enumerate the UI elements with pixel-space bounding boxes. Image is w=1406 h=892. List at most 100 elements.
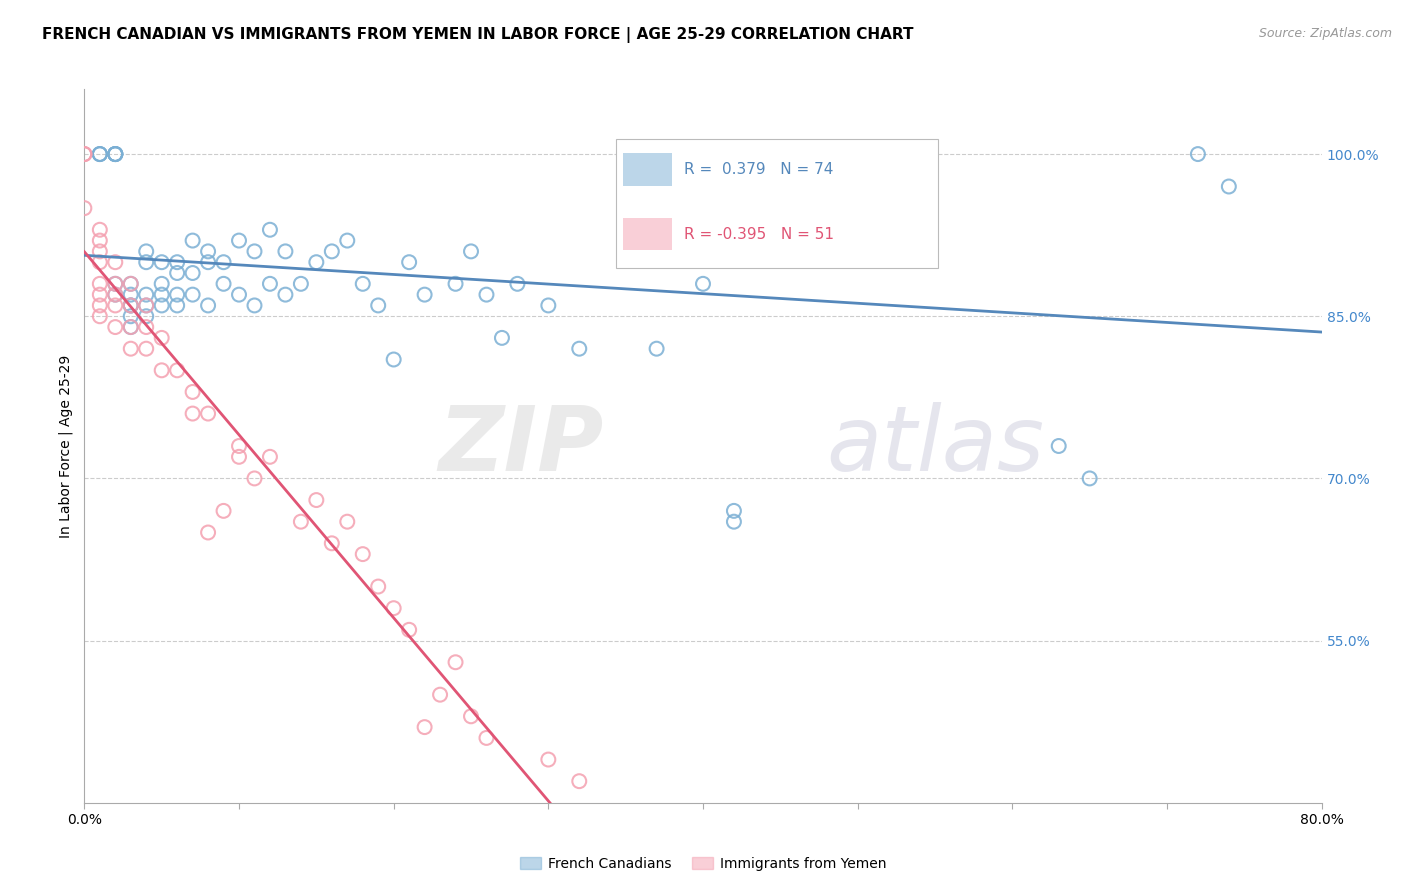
Point [89,234,111,248]
Point [120,277,142,291]
Point [150,277,173,291]
Point [382,352,405,367]
Point [150,331,173,345]
Point [89,223,111,237]
Point [197,244,219,259]
Point [135,244,157,259]
Point [506,277,529,291]
Point [89,287,111,301]
Point [120,298,142,312]
Point [73,147,96,161]
Point [181,266,204,280]
Point [228,287,250,301]
Point [274,244,297,259]
Point [120,342,142,356]
Point [150,298,173,312]
Point [723,515,745,529]
Text: R = -0.395   N = 51: R = -0.395 N = 51 [685,227,834,242]
Point [89,147,111,161]
Point [104,147,127,161]
Point [135,320,157,334]
Point [73,201,96,215]
Point [104,147,127,161]
Point [460,709,482,723]
Point [367,580,389,594]
Point [460,244,482,259]
Point [89,147,111,161]
Point [491,331,513,345]
Point [120,320,142,334]
FancyBboxPatch shape [623,218,672,250]
Point [475,287,498,301]
Point [104,287,127,301]
Point [104,277,127,291]
Point [166,363,188,377]
Point [413,720,436,734]
Point [398,623,420,637]
Point [568,342,591,356]
Point [104,287,127,301]
Point [197,255,219,269]
Point [1047,439,1070,453]
Point [352,277,374,291]
Point [89,244,111,259]
Point [290,515,312,529]
Point [135,298,157,312]
Point [166,287,188,301]
Point [120,320,142,334]
Point [166,266,188,280]
Point [89,298,111,312]
Point [614,190,637,204]
Point [120,298,142,312]
Point [692,277,714,291]
Point [89,277,111,291]
Point [228,450,250,464]
Point [305,493,328,508]
Point [723,504,745,518]
Point [104,277,127,291]
Point [104,147,127,161]
Text: Source: ZipAtlas.com: Source: ZipAtlas.com [1258,27,1392,40]
Point [305,255,328,269]
Point [120,277,142,291]
Point [352,547,374,561]
Point [228,439,250,453]
Point [212,255,235,269]
Legend: French Canadians, Immigrants from Yemen: French Canadians, Immigrants from Yemen [515,851,891,876]
Point [429,688,451,702]
Text: FRENCH CANADIAN VS IMMIGRANTS FROM YEMEN IN LABOR FORCE | AGE 25-29 CORRELATION : FRENCH CANADIAN VS IMMIGRANTS FROM YEMEN… [42,27,914,43]
Point [135,255,157,269]
Point [259,277,281,291]
Point [398,255,420,269]
Point [135,298,157,312]
Point [150,287,173,301]
Point [661,147,683,161]
Point [661,147,683,161]
Point [104,255,127,269]
Point [181,384,204,399]
FancyBboxPatch shape [623,153,672,186]
Point [104,320,127,334]
Point [336,234,359,248]
Point [89,147,111,161]
Point [104,147,127,161]
Point [1187,147,1209,161]
Point [104,298,127,312]
Point [1218,179,1240,194]
Point [197,407,219,421]
Point [197,298,219,312]
Point [181,234,204,248]
Point [413,287,436,301]
Point [336,515,359,529]
Point [568,774,591,789]
Point [73,147,96,161]
Point [150,363,173,377]
Point [537,298,560,312]
Point [321,244,343,259]
Text: ZIP: ZIP [439,402,605,490]
Point [661,147,683,161]
Point [259,223,281,237]
Point [104,147,127,161]
Point [120,287,142,301]
Point [166,298,188,312]
